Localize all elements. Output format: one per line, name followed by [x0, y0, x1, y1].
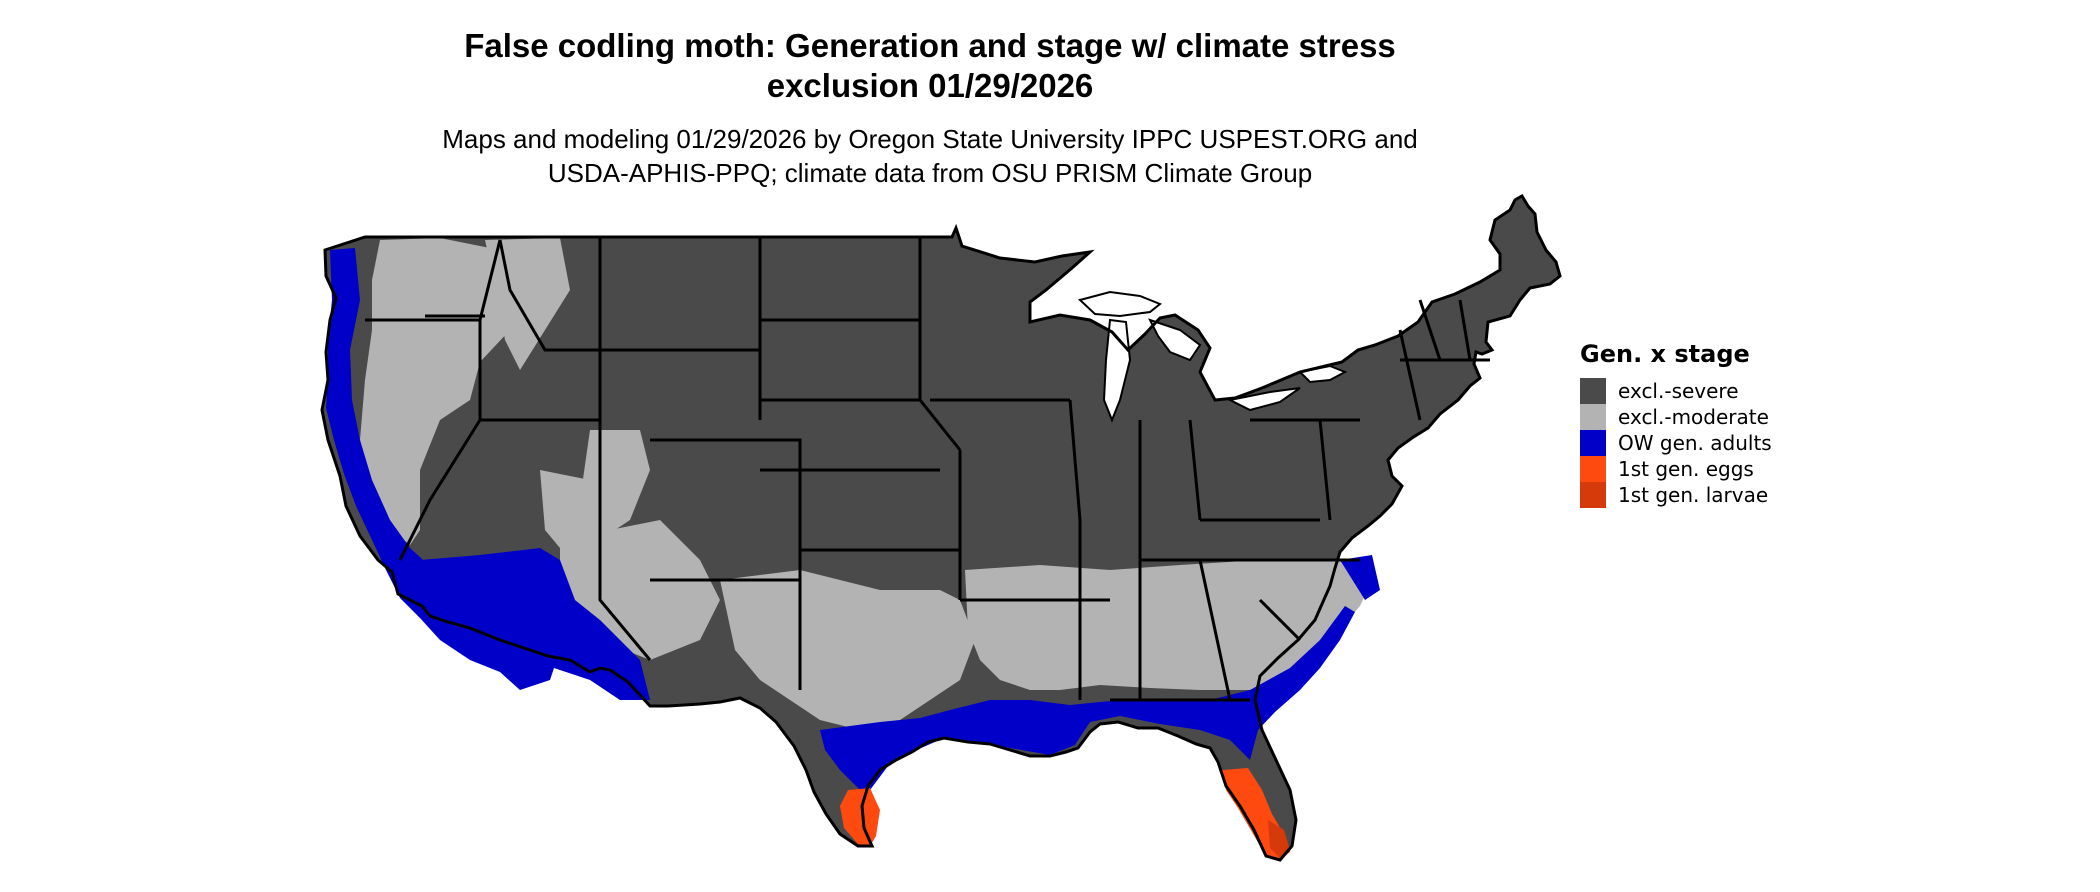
state-boundary-8 — [650, 438, 802, 582]
map-title: False codling moth: Generation and stage… — [0, 26, 1860, 106]
legend-swatch-1st-gen-eggs — [1580, 456, 1606, 482]
state-boundary-25 — [1258, 598, 1302, 642]
legend-swatch-excl-severe — [1580, 378, 1606, 404]
state-boundary-6 — [598, 237, 762, 420]
great-lake-4 — [1226, 387, 1301, 412]
state-boundary-2 — [478, 239, 502, 321]
map-subtitle-line-1: Maps and modeling 01/29/2026 by Oregon S… — [442, 124, 1418, 154]
legend-label-1st-gen-larvae: 1st gen. larvae — [1618, 483, 1769, 507]
state-boundary-29 — [1398, 329, 1422, 421]
legend-item-1st-gen-larvae: 1st gen. larvae — [1580, 482, 1772, 508]
legend-swatch-1st-gen-larvae — [1580, 482, 1606, 508]
excl-moderate-region-3 — [580, 430, 650, 540]
map-title-line-1: False codling moth: Generation and stage… — [464, 27, 1396, 64]
state-boundary-15 — [918, 237, 962, 451]
excl-moderate-region-7 — [965, 560, 1372, 690]
state-boundary-21 — [1188, 419, 1202, 521]
legend-swatch-excl-moderate — [1580, 404, 1606, 430]
legend-item-1st-gen-eggs: 1st gen. eggs — [1580, 456, 1772, 482]
legend-label-excl-severe: excl.-severe — [1618, 379, 1739, 403]
state-boundary-24 — [1198, 559, 1232, 701]
legend-swatch-ow-gen-adults — [1580, 430, 1606, 456]
legend-title: Gen. x stage — [1580, 340, 1750, 368]
ow-gen-adults-region-2 — [420, 548, 650, 700]
conus-outline — [320, 193, 1562, 862]
state-boundary-28 — [1318, 419, 1332, 521]
state-boundary-5 — [498, 239, 602, 420]
legend-item-ow-gen-adults: OW gen. adults — [1580, 430, 1772, 456]
map-subtitle: Maps and modeling 01/29/2026 by Oregon S… — [0, 122, 1860, 190]
state-boundary-19 — [1068, 399, 1082, 700]
state-boundary-30 — [1418, 299, 1442, 361]
excl-moderate-region-6 — [720, 570, 975, 730]
1st-gen-eggs-south-texas — [840, 788, 880, 846]
ow-gen-adults-region-3 — [820, 606, 1355, 790]
legend-label-excl-moderate: excl.-moderate — [1618, 405, 1769, 429]
legend-label-1st-gen-eggs: 1st gen. eggs — [1618, 457, 1754, 481]
ow-gen-adults-region-4 — [1340, 555, 1380, 600]
great-lake-1 — [1077, 290, 1162, 318]
state-boundary-7 — [598, 420, 652, 661]
legend-item-excl-moderate: excl.-moderate — [1580, 404, 1772, 430]
legend: Gen. x stage excl.-severe excl.-moderate… — [1580, 340, 1772, 508]
state-boundary-31 — [1458, 299, 1472, 361]
legend-item-excl-severe: excl.-severe — [1580, 378, 1772, 404]
map-subtitle-line-2: USDA-APHIS-PPQ; climate data from OSU PR… — [547, 158, 1313, 188]
great-lake-3 — [1148, 318, 1202, 362]
legend-label-ow-gen-adults: OW gen. adults — [1618, 431, 1772, 455]
map-title-line-2: exclusion 01/29/2026 — [766, 67, 1094, 104]
1st-gen-larvae-florida-tip — [1268, 820, 1290, 858]
